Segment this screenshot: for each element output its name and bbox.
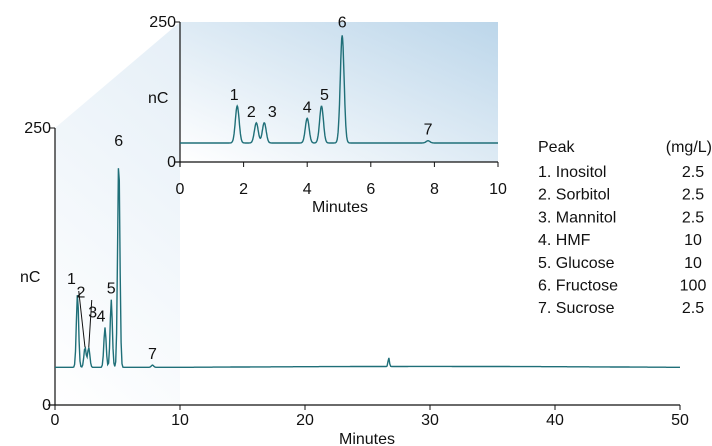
x-tick-label: 4 [303, 181, 312, 198]
inset-chromatogram-trace [180, 35, 498, 144]
table-row-name: 5. Glucose [538, 255, 615, 272]
peak-leader-line [78, 290, 86, 348]
inset-x-axis-label: Minutes [312, 199, 368, 216]
x-tick-label: 10 [171, 412, 189, 429]
peak-label: 6 [114, 133, 123, 150]
x-tick-label: 40 [546, 412, 564, 429]
x-tick-label: 0 [176, 181, 185, 198]
peak-label: 4 [97, 308, 106, 325]
table-row-name: 4. HMF [538, 232, 591, 249]
peak-label: 5 [320, 87, 329, 104]
peak-label: 2 [77, 284, 86, 301]
peak-label: 7 [424, 122, 433, 139]
peak-leader-line [88, 299, 93, 348]
main-y-axis-label: nC [20, 269, 40, 286]
table-row-value: 10 [684, 255, 702, 272]
inset-y-axis-label: nC [148, 90, 168, 107]
table-row-name: 3. Mannitol [538, 209, 616, 226]
x-tick-label: 50 [671, 412, 689, 429]
table-row-name: 1. Inositol [538, 164, 606, 181]
table-row-name: 2. Sorbitol [538, 187, 610, 204]
y-tick-label: 250 [149, 14, 176, 31]
x-tick-label: 30 [421, 412, 439, 429]
peak-label: 1 [230, 87, 239, 104]
table-row-value: 2.5 [682, 209, 704, 226]
peak-label: 3 [88, 304, 97, 321]
y-tick-label: 0 [42, 397, 51, 414]
table-row-value: 2.5 [682, 187, 704, 204]
peak-label: 1 [67, 271, 76, 288]
peak-table: Peak (mg/L) 1. Inositol 2.5 2. Sorbitol 2.5… [538, 139, 712, 317]
y-tick-label: 250 [24, 120, 51, 137]
main-x-axis-label: Minutes [339, 431, 395, 446]
y-tick-label: 0 [167, 154, 176, 171]
x-tick-label: 2 [239, 181, 248, 198]
inset-background [180, 22, 498, 162]
peak-label: 4 [303, 99, 312, 116]
main-chromatogram-trace [55, 168, 680, 368]
table-header-units: (mg/L) [666, 139, 712, 156]
x-tick-label: 8 [430, 181, 439, 198]
peak-label: 3 [268, 104, 277, 121]
table-row-name: 7. Sucrose [538, 300, 615, 317]
table-row-value: 100 [680, 278, 707, 295]
table-row-value: 2.5 [682, 300, 704, 317]
x-tick-label: 20 [296, 412, 314, 429]
table-row-value: 10 [684, 232, 702, 249]
x-tick-label: 6 [366, 181, 375, 198]
peak-label: 2 [247, 104, 256, 121]
table-header-peak: Peak [538, 139, 575, 156]
table-row-value: 2.5 [682, 164, 704, 181]
peak-label: 7 [148, 346, 157, 363]
x-tick-label: 10 [489, 181, 507, 198]
table-row-name: 6. Fructose [538, 278, 618, 295]
peak-label: 5 [107, 281, 116, 298]
peak-label: 6 [338, 14, 347, 31]
x-tick-label: 0 [51, 412, 60, 429]
